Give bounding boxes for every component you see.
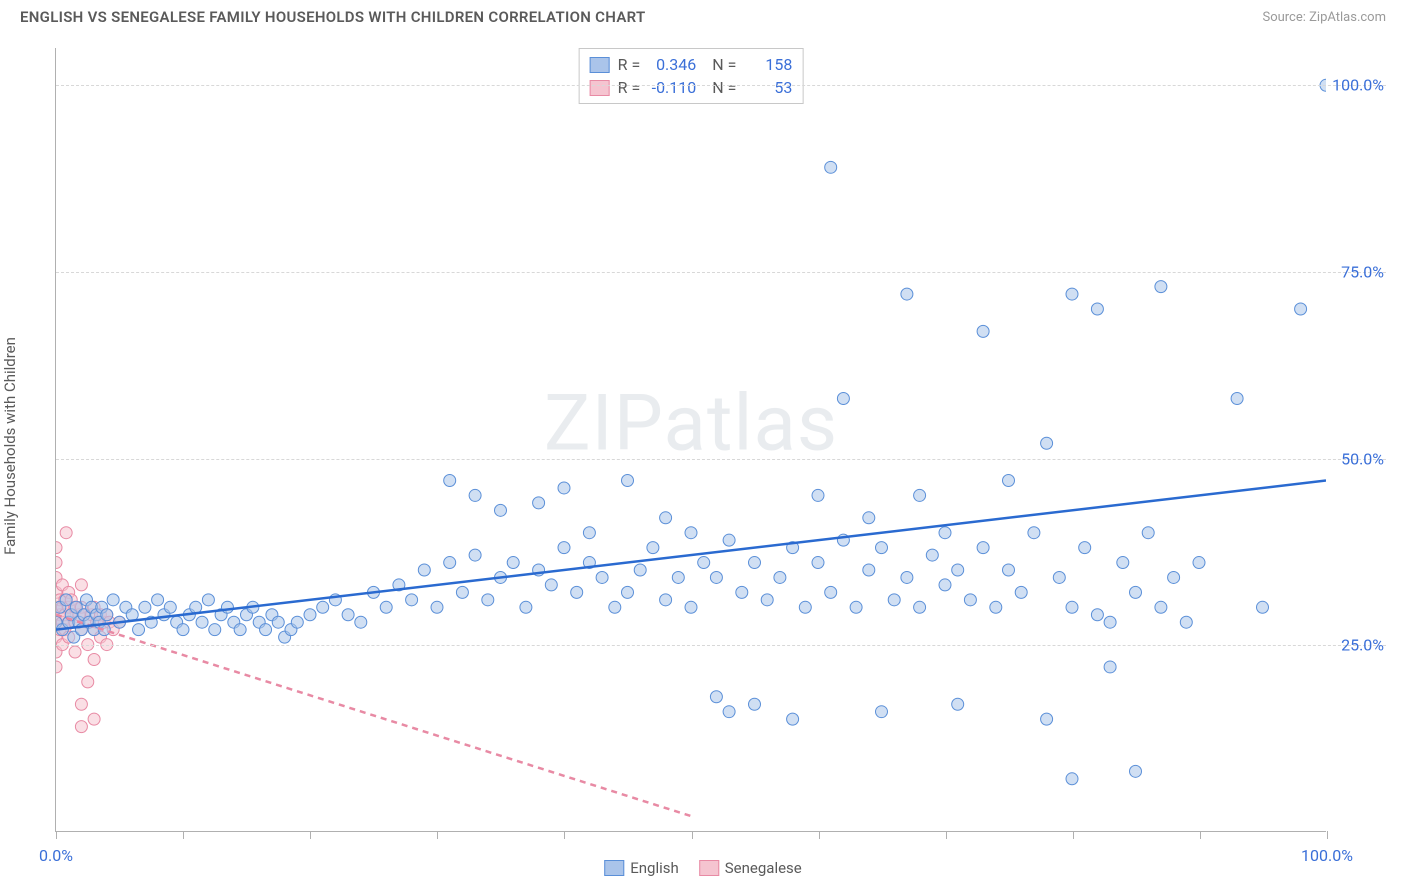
y-axis-label: Family Households with Children: [1, 337, 19, 555]
chart-area: ZIPatlas R =0.346 N =158R =-0.110 N =53 …: [55, 48, 1386, 832]
legend-swatch: [590, 57, 610, 73]
legend-swatch: [604, 860, 624, 876]
source-label: Source: ZipAtlas.com: [1262, 10, 1386, 25]
stats-legend-box: R =0.346 N =158R =-0.110 N =53: [579, 48, 804, 104]
stats-row: R =-0.110 N =53: [590, 76, 793, 99]
y-tick-label: 50.0%: [1341, 449, 1384, 468]
legend-item: English: [604, 859, 679, 877]
plot-region: ZIPatlas R =0.346 N =158R =-0.110 N =53 …: [55, 48, 1326, 832]
x-tick-label: 0.0%: [39, 846, 73, 865]
legend-swatch: [590, 80, 610, 96]
y-tick-label: 75.0%: [1341, 263, 1384, 282]
y-tick-label: 25.0%: [1341, 636, 1384, 655]
watermark-text: ZIPatlas: [544, 378, 838, 469]
scatter-overlay: [56, 48, 1326, 831]
chart-title: ENGLISH VS SENEGALESE FAMILY HOUSEHOLDS …: [20, 8, 646, 26]
bottom-legend: English Senegalese: [604, 859, 802, 877]
y-tick-label: 100.0%: [1332, 76, 1384, 95]
legend-item: Senegalese: [699, 859, 802, 877]
x-tick-label: 100.0%: [1301, 846, 1353, 865]
legend-swatch: [699, 860, 719, 876]
stats-row: R =0.346 N =158: [590, 53, 793, 76]
